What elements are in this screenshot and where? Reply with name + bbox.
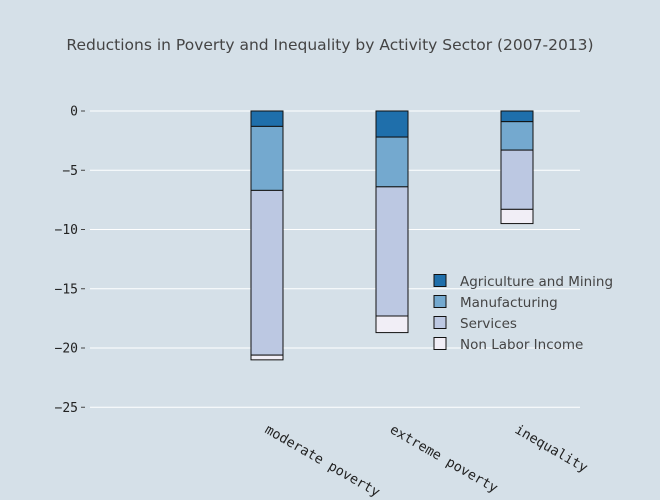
bar-extreme-poverty-non-labor-income[interactable] xyxy=(375,315,409,334)
bars xyxy=(250,110,534,361)
bar-moderate-poverty-agriculture-and-mining[interactable] xyxy=(250,110,284,127)
y-tick-label: −20 xyxy=(55,342,78,357)
bar-extreme-poverty-agriculture-and-mining[interactable] xyxy=(375,110,409,138)
y-axis-ticks: 0 −5 −10 −15 −20 −25 xyxy=(55,105,85,416)
legend-swatch[interactable] xyxy=(433,295,447,308)
bar-inequality-non-labor-income[interactable] xyxy=(500,208,534,225)
bar-inequality-agriculture-and-mining[interactable] xyxy=(500,110,534,123)
legend[interactable]: Agriculture and Mining Manufacturing Servi… xyxy=(433,274,613,353)
legend-swatch[interactable] xyxy=(433,337,447,350)
x-tick-label: inequality xyxy=(512,422,590,476)
bar-moderate-poverty-manufacturing[interactable] xyxy=(250,125,284,191)
legend-label[interactable]: Services xyxy=(460,316,517,332)
y-tick-label: 0 xyxy=(70,105,78,120)
x-axis-ticks: moderate poverty extreme poverty inequalit… xyxy=(262,422,590,500)
bar-extreme-poverty-manufacturing[interactable] xyxy=(375,136,409,188)
bar-extreme-poverty-services[interactable] xyxy=(375,186,409,317)
legend-swatch[interactable] xyxy=(433,316,447,329)
bar-moderate-poverty-services[interactable] xyxy=(250,189,284,356)
bar-inequality-manufacturing[interactable] xyxy=(500,121,534,151)
y-tick-label: −25 xyxy=(55,401,78,416)
y-tick-label: −15 xyxy=(55,282,78,297)
x-tick-label: extreme poverty xyxy=(387,422,501,497)
legend-label[interactable]: Agriculture and Mining xyxy=(460,274,613,290)
legend-label[interactable]: Non Labor Income xyxy=(460,337,583,353)
chart-title: Reductions in Poverty and Inequality by … xyxy=(66,36,593,54)
gridlines xyxy=(90,110,580,408)
x-tick-label: moderate poverty xyxy=(262,422,383,500)
bar-moderate-poverty-non-labor-income[interactable] xyxy=(250,354,284,361)
legend-swatch[interactable] xyxy=(433,274,447,287)
bar-inequality-services[interactable] xyxy=(500,149,534,210)
y-tick-label: −10 xyxy=(55,223,78,238)
y-tick-label: −5 xyxy=(62,164,78,179)
legend-label[interactable]: Manufacturing xyxy=(460,295,558,311)
